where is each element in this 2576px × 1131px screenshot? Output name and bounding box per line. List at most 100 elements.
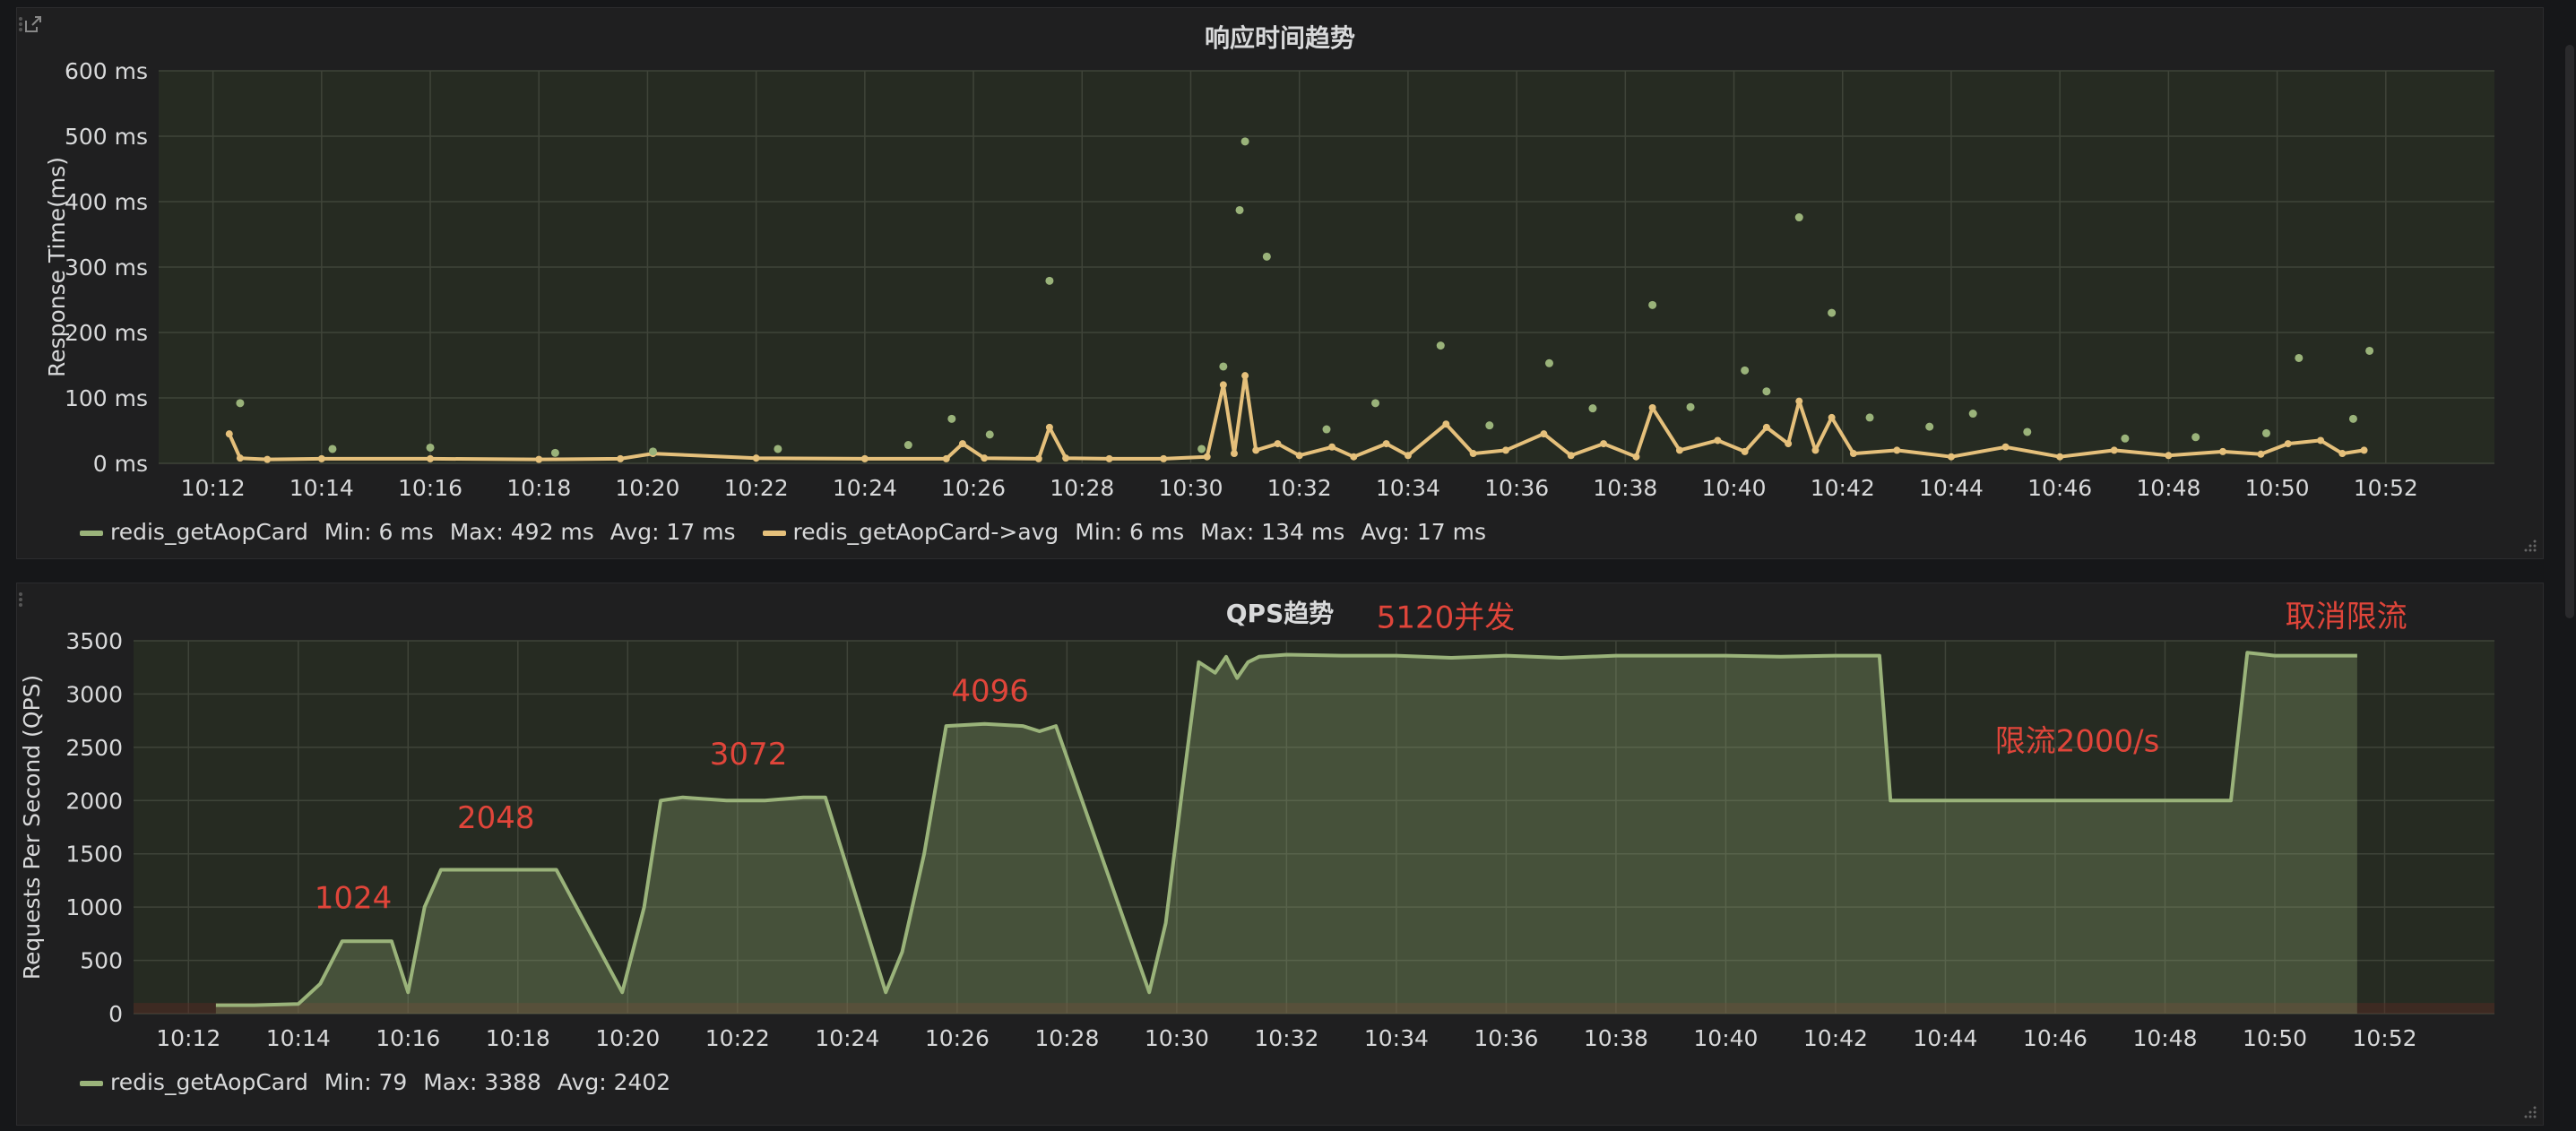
series-area xyxy=(215,652,2357,1014)
avg-point xyxy=(1230,450,1238,458)
avg-point xyxy=(1811,446,1820,454)
page-scrollbar[interactable] xyxy=(2565,45,2574,618)
avg-point xyxy=(2284,440,2292,448)
x-tick-label: 10:26 xyxy=(941,475,1006,501)
x-tick-label: 10:36 xyxy=(1484,475,1549,501)
legend-item-raw[interactable]: redis_getAopCard Min: 6 ms Max: 492 ms A… xyxy=(80,519,736,545)
avg-point xyxy=(1762,423,1770,431)
annotation-label: 取消限流 xyxy=(2286,600,2407,635)
avg-point xyxy=(1600,440,1608,448)
legend-series-name: redis_getAopCard xyxy=(110,519,308,545)
legend-item-qps[interactable]: redis_getAopCard Min: 79 Max: 3388 Avg: … xyxy=(80,1069,670,1095)
annotation-label: 1024 xyxy=(315,880,393,916)
avg-point xyxy=(1105,454,1113,462)
data-point xyxy=(2023,427,2032,436)
avg-point xyxy=(1785,440,1793,448)
x-tick-label: 10:38 xyxy=(1593,475,1657,501)
data-point xyxy=(550,448,559,457)
avg-point xyxy=(942,454,950,462)
plot-area xyxy=(134,641,2494,1014)
y-tick-label: 100 ms xyxy=(65,385,148,411)
response-time-chart: 0 ms 100 ms 200 ms 300 ms 400 ms 500 ms 600 ms… xyxy=(44,58,2494,501)
legend: redis_getAopCard Min: 6 ms Max: 492 ms A… xyxy=(80,519,1506,545)
data-point xyxy=(985,430,994,439)
avg-point xyxy=(1741,447,1749,455)
x-tick-label: 10:42 xyxy=(1803,1025,1868,1051)
data-point xyxy=(1544,358,1553,367)
avg-point xyxy=(1469,450,1477,458)
y-tick-label: 2500 xyxy=(65,735,123,761)
avg-point xyxy=(1849,450,1857,458)
x-tick-label: 10:40 xyxy=(1693,1025,1758,1051)
data-point xyxy=(1045,276,1054,285)
data-point xyxy=(1197,445,1206,453)
avg-point xyxy=(2001,443,2010,451)
data-point xyxy=(1794,213,1803,222)
y-tick-label: 600 ms xyxy=(65,58,148,84)
x-tick-label: 10:52 xyxy=(2352,1025,2416,1051)
resize-handle-icon[interactable] xyxy=(2521,537,2537,553)
y-tick-label: 3500 xyxy=(65,628,123,654)
x-tick-label: 10:30 xyxy=(1145,1025,1209,1051)
annotation-label: 4096 xyxy=(951,674,1029,710)
resize-handle-icon[interactable] xyxy=(2521,1103,2537,1119)
avg-point xyxy=(1062,454,1070,462)
annotation-label: 2048 xyxy=(457,800,535,836)
avg-point xyxy=(1274,440,1282,448)
drag-handle-icon[interactable] xyxy=(19,15,26,37)
avg-point xyxy=(958,440,966,448)
x-tick-label: 10:24 xyxy=(833,475,897,501)
x-tick-label: 10:28 xyxy=(1034,1025,1099,1051)
data-point xyxy=(1925,422,1934,431)
avg-point xyxy=(264,455,272,463)
x-tick-label: 10:36 xyxy=(1474,1025,1538,1051)
data-point xyxy=(1436,341,1445,350)
data-point xyxy=(1485,421,1494,430)
drag-handle-icon[interactable] xyxy=(19,591,26,612)
avg-point xyxy=(1675,446,1683,454)
panel-title[interactable]: 响应时间趋势 xyxy=(1204,23,1355,53)
legend-max: Max: 3388 xyxy=(423,1069,541,1095)
share-link-icon[interactable] xyxy=(22,13,44,35)
legend-swatch xyxy=(762,531,786,536)
x-tick-label: 10:16 xyxy=(398,475,462,501)
y-tick-label: 400 ms xyxy=(65,189,148,215)
avg-point xyxy=(2218,447,2226,455)
data-point xyxy=(2295,353,2304,362)
avg-point xyxy=(1540,430,1548,438)
y-tick-label: 2000 xyxy=(65,788,123,814)
legend-item-avg[interactable]: redis_getAopCard->avg Min: 6 ms Max: 134… xyxy=(762,519,1486,545)
panel-title[interactable]: QPS趋势 xyxy=(1225,599,1335,628)
avg-point xyxy=(236,454,244,462)
avg-point xyxy=(1034,454,1042,462)
data-point xyxy=(1588,404,1597,413)
avg-point xyxy=(2360,446,2368,454)
avg-point xyxy=(1893,446,1901,454)
x-tick-label: 10:16 xyxy=(376,1025,440,1051)
data-point xyxy=(1648,300,1657,309)
avg-point xyxy=(1045,423,1053,431)
data-point xyxy=(1240,137,1249,146)
avg-point xyxy=(1648,403,1656,411)
avg-point xyxy=(1632,453,1640,461)
series-line xyxy=(215,651,2357,1007)
data-point xyxy=(236,399,245,408)
avg-point xyxy=(535,455,543,463)
avg-point xyxy=(1404,452,1412,460)
avg-point xyxy=(1160,454,1168,462)
x-tick-label: 10:50 xyxy=(2243,1025,2307,1051)
threshold-band xyxy=(134,1003,2494,1014)
data-point xyxy=(328,445,337,453)
data-point xyxy=(649,447,658,456)
response-time-panel: 响应时间趋势 0 ms 100 ms 200 ms 300 ms 400 ms 500 m… xyxy=(16,7,2544,559)
x-tick-label: 10:50 xyxy=(2245,475,2310,501)
avg-point xyxy=(1567,452,1575,460)
avg-point xyxy=(2056,453,2064,461)
x-tick-label: 10:32 xyxy=(1254,1025,1318,1051)
avg-point xyxy=(1442,420,1450,428)
legend-min: Min: 6 ms xyxy=(1075,519,1185,545)
x-tick-label: 10:14 xyxy=(290,475,354,501)
x-tick-label: 10:38 xyxy=(1584,1025,1648,1051)
avg-point xyxy=(2338,450,2347,458)
legend-swatch xyxy=(80,1081,103,1086)
